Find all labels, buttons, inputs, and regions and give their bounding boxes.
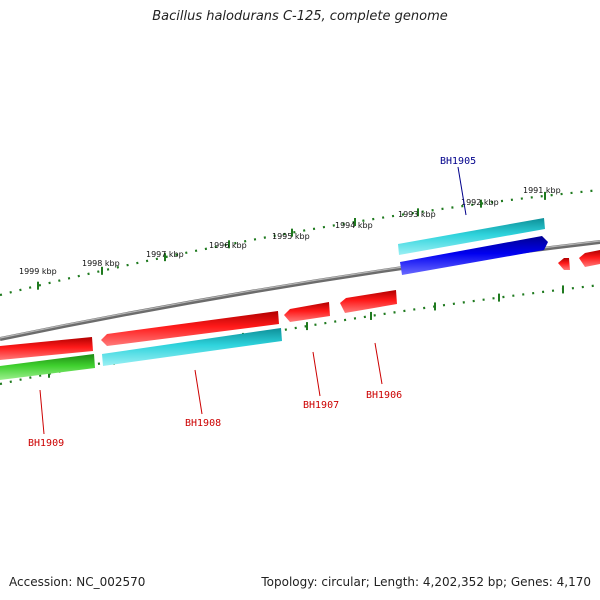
gene-BH1909-cds[interactable]: [0, 354, 95, 380]
tick-label-1994: 1994 kbp: [335, 221, 373, 230]
gene-label-leaders: [39, 166, 467, 435]
tick-label-1999: 1999 kbp: [19, 267, 57, 276]
gene-label-BH1906[interactable]: BH1906: [366, 390, 402, 401]
gene-BH1905-cds[interactable]: [398, 218, 545, 255]
inner-tick-ring: [0, 283, 600, 386]
map-title: Bacillus halodurans C-125, complete geno…: [152, 9, 448, 24]
gene-BH1906[interactable]: [340, 290, 397, 313]
leader-BH1906: [374, 342, 383, 385]
gene-BH1907[interactable]: [284, 302, 330, 322]
gene-labels: BH1905 BH1906 BH1907 BH1908 BH1909: [28, 156, 476, 449]
tick-label-1998: 1998 kbp: [82, 259, 120, 268]
tick-label-1996: 1996 kbp: [209, 241, 247, 250]
tick-label-1997: 1997 kbp: [146, 250, 184, 259]
genome-summary-text: Topology: circular; Length: 4,202,352 bp…: [261, 575, 591, 589]
gene-BH1908-cds[interactable]: [102, 328, 282, 366]
gene-partial-right[interactable]: [579, 250, 600, 267]
gene-label-BH1905[interactable]: BH1905: [440, 156, 476, 167]
accession-text: Accession: NC_002570: [9, 575, 146, 589]
leader-BH1908: [194, 369, 203, 415]
gene-label-BH1907[interactable]: BH1907: [303, 400, 339, 411]
gene-label-BH1909[interactable]: BH1909: [28, 438, 64, 449]
leader-BH1907: [312, 351, 321, 397]
tick-labels: 1991 kbp 1992 kbp 1993 kbp 1994 kbp 1995…: [19, 186, 561, 276]
gene-BH1909[interactable]: [0, 337, 93, 360]
gene-BH1908[interactable]: [101, 311, 279, 346]
tick-label-1995: 1995 kbp: [272, 232, 310, 241]
outer-major-ticks: [37, 191, 546, 290]
leader-BH1905: [457, 166, 467, 216]
gene-features: [0, 218, 600, 380]
gene-BH1905[interactable]: [400, 236, 548, 275]
genome-backbone: [0, 240, 600, 341]
gene-partial-small[interactable]: [558, 258, 570, 270]
tick-label-1993: 1993 kbp: [398, 210, 436, 219]
tick-label-1991: 1991 kbp: [523, 186, 561, 195]
tick-label-1992: 1992 kbp: [461, 198, 499, 207]
gene-label-BH1908[interactable]: BH1908: [185, 418, 221, 429]
leader-BH1909: [39, 389, 45, 435]
